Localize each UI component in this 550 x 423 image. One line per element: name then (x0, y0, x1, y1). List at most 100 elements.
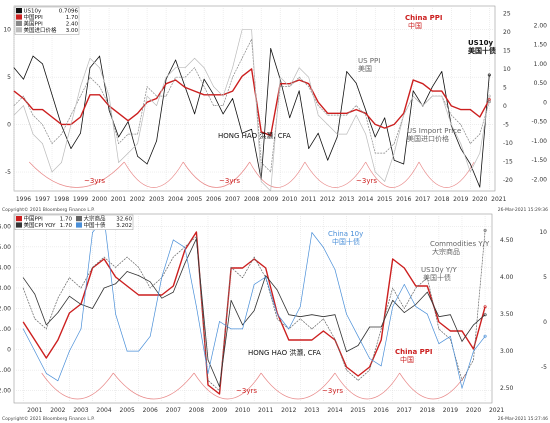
data-point (57, 339, 59, 341)
data-point (460, 109, 462, 110)
data-point (346, 133, 348, 135)
y-left-tick-label: 0 (7, 122, 11, 129)
data-point (369, 358, 370, 359)
legend-value: 0.7096 (59, 9, 79, 15)
legend-label: 美国进口价格 (24, 26, 58, 34)
data-point (279, 76, 281, 78)
data-point (118, 136, 119, 138)
legend-label: 美国CPI YOY (24, 221, 57, 229)
data-point (207, 359, 209, 361)
data-point (80, 304, 82, 305)
data-point (276, 318, 278, 320)
legend-label: 中国十债 (84, 221, 107, 229)
data-point (484, 335, 486, 337)
data-point (108, 109, 110, 111)
data-point (230, 299, 232, 301)
data-point (369, 369, 370, 371)
data-point (253, 258, 255, 260)
data-point (357, 380, 359, 381)
data-point (156, 140, 157, 142)
data-point (323, 316, 324, 318)
data-point (450, 114, 452, 116)
data-point (161, 297, 163, 299)
data-point (422, 105, 424, 107)
x-tick-label: 2014 (327, 407, 342, 414)
data-point (165, 95, 167, 97)
data-point (298, 76, 300, 78)
data-point (115, 313, 116, 315)
data-point (13, 114, 15, 116)
data-point (108, 105, 110, 106)
data-point (403, 312, 405, 313)
legend-swatch (16, 8, 22, 14)
legend-swatch (16, 20, 22, 26)
data-point (308, 76, 310, 78)
data-point (42, 63, 43, 65)
cycle-arc (399, 372, 467, 400)
data-point (270, 171, 272, 173)
data-point (346, 71, 348, 72)
data-point (69, 295, 70, 297)
data-point (346, 351, 347, 352)
data-point (251, 29, 252, 31)
data-point (232, 98, 233, 99)
data-point (92, 308, 93, 309)
data-point (89, 57, 91, 59)
data-point (393, 159, 395, 161)
data-point (175, 79, 176, 81)
data-point (196, 236, 197, 237)
data-point (270, 135, 272, 136)
data-point (165, 83, 167, 85)
data-point (308, 148, 310, 149)
top-plot-area (13, 5, 496, 192)
data-point (219, 393, 220, 395)
x-tick-label: 2017 (397, 407, 412, 414)
data-point (403, 114, 405, 116)
cycle-arc (182, 161, 250, 188)
data-point (203, 94, 205, 96)
y-left-tick-label: -5 (5, 169, 11, 176)
legend-value: 2.40 (66, 21, 79, 27)
data-point (441, 95, 443, 97)
data-point (219, 321, 220, 322)
data-point (276, 313, 278, 315)
data-point (279, 86, 281, 87)
chart-annotation: ~3yrs (84, 177, 105, 185)
data-point (13, 90, 15, 92)
x-tick-label: 2010 (282, 196, 297, 203)
data-point (115, 283, 116, 285)
x-tick-label: 2012 (320, 196, 335, 203)
x-tick-label: 2010 (235, 407, 250, 414)
data-point (473, 324, 474, 326)
y-right-tick-label: -1.00 (531, 138, 547, 145)
bottom-cycle-arcs (41, 372, 467, 400)
data-point (438, 316, 440, 318)
x-tick-label: 2011 (301, 196, 316, 203)
data-point (327, 112, 329, 114)
data-point (149, 287, 151, 289)
top-tick-labels: 1996 1997 1998 1999 2000 2001 2002 2003 2004 2005… (3, 10, 547, 203)
legend-value: 1.70 (66, 15, 79, 21)
data-point (380, 339, 382, 341)
y-right-tick-label: 5 (543, 274, 547, 281)
y-mid-tick-label: 10 (503, 66, 511, 73)
data-point (156, 98, 157, 99)
data-point (99, 86, 100, 87)
data-point (288, 328, 290, 330)
data-point (161, 276, 163, 278)
legend-value: 3.202 (116, 223, 132, 229)
data-point (103, 256, 105, 258)
data-point (469, 143, 471, 144)
data-point (393, 124, 395, 125)
series-end-marker (483, 334, 487, 338)
data-point (403, 112, 405, 114)
data-point (346, 114, 348, 116)
data-point (61, 162, 62, 163)
data-point (184, 87, 186, 88)
data-point (403, 163, 405, 165)
data-point (380, 365, 382, 367)
data-point (393, 152, 395, 154)
x-tick-label: 2015 (350, 407, 365, 414)
data-point (51, 94, 53, 95)
